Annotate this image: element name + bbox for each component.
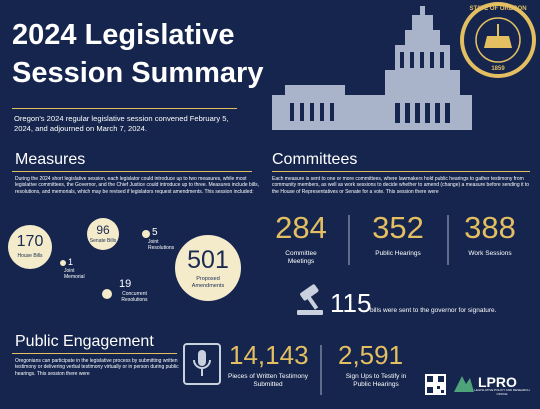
- logo-mark: [454, 376, 474, 392]
- house-bills-circle: [8, 225, 52, 269]
- amendments-circle: [175, 235, 241, 301]
- stat-label: House Bills: [17, 253, 43, 259]
- divider: [12, 171, 252, 172]
- stat-number: 5: [152, 227, 158, 238]
- stat-number: 501: [187, 246, 229, 274]
- stat-label: Committee Meetings: [285, 250, 317, 265]
- separators: [320, 215, 449, 395]
- stat-label: Senate Bills: [89, 238, 117, 244]
- stat-number: 14,143: [229, 340, 309, 370]
- stat-label: bills were sent to the governor for sign…: [370, 307, 497, 314]
- intro: Oregon's 2024 regular legislative sessio…: [14, 114, 229, 133]
- joint-memorial-dot: [60, 260, 66, 266]
- stat-number: 115: [330, 288, 372, 318]
- stat-label: Work Sessions: [468, 250, 512, 257]
- qr-code: [425, 374, 446, 395]
- divider: [272, 171, 530, 172]
- logo-subtitle: LEGISLATIVE POLICY AND RESEARCH OFFICE: [474, 388, 530, 396]
- section-heading: Measures: [15, 151, 86, 168]
- stat-number: 352: [372, 210, 424, 245]
- stat-number: 170: [16, 233, 44, 250]
- section-heading: Committees: [272, 151, 358, 168]
- stat-number: 284: [275, 210, 327, 245]
- title-line: Session Summary: [12, 57, 264, 89]
- paragraph: During the 2024 short legislative sessio…: [15, 176, 260, 195]
- section-heading: Public Engagement: [15, 333, 154, 350]
- stat-label: Public Hearings: [375, 250, 421, 257]
- stat-number: 388: [464, 210, 516, 245]
- stat-label: Joint Resolutions: [148, 239, 175, 251]
- seal-text: STATE OF OREGON: [469, 6, 527, 12]
- seal-year: 1859: [491, 66, 505, 72]
- stat-label: Sign Ups to Testify in Public Hearings: [345, 373, 407, 388]
- stat-number: 2,591: [338, 340, 404, 370]
- title: 2024 Legislative Session Summary: [12, 16, 263, 92]
- concurrent-resolutions-dot: [102, 289, 112, 299]
- logo: LPRO: [478, 374, 517, 390]
- stat-number: 19: [119, 278, 132, 290]
- stat-label: Joint Memorial: [64, 268, 85, 280]
- stat-label: Concurrent Resolutions: [121, 291, 148, 303]
- divider: [12, 108, 237, 109]
- stat-number: 96: [96, 223, 110, 237]
- stat-label: Proposed Amendments: [191, 276, 225, 289]
- stat-label: Pieces of Written Testimony Submitted: [228, 373, 308, 388]
- paragraph: Each measure is sent to one or more comm…: [272, 176, 530, 195]
- gavel-icon: [297, 284, 323, 315]
- senate-bills-circle: [87, 218, 119, 250]
- stat-number: 1: [68, 257, 74, 267]
- paragraph: Oregonians can participate in the legisl…: [15, 358, 179, 377]
- joint-resolutions-dot: [142, 230, 150, 238]
- microphone-icon: [183, 343, 221, 385]
- title-line: 2024 Legislative: [12, 19, 235, 51]
- divider: [12, 353, 177, 354]
